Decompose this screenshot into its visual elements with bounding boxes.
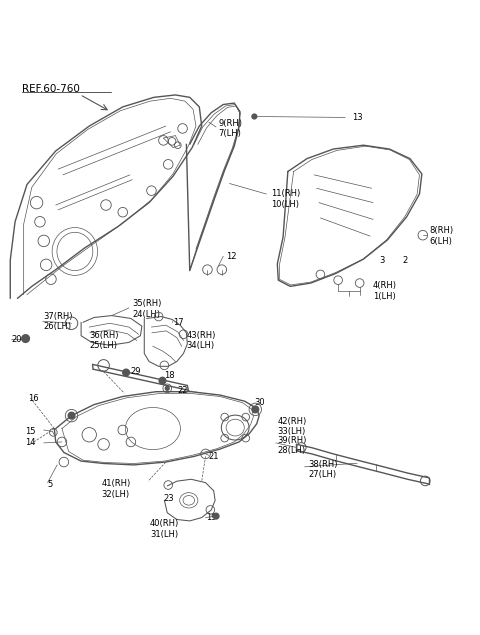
Text: 40(RH)
31(LH): 40(RH) 31(LH)	[150, 519, 179, 538]
Text: 4(RH)
1(LH): 4(RH) 1(LH)	[373, 281, 397, 301]
Text: 3: 3	[379, 255, 384, 265]
Text: 19: 19	[206, 513, 217, 522]
Text: 29: 29	[131, 366, 142, 376]
Text: 9(RH)
7(LH): 9(RH) 7(LH)	[218, 119, 242, 138]
Text: 37(RH)
26(LH): 37(RH) 26(LH)	[44, 312, 73, 331]
Text: 18: 18	[164, 371, 175, 380]
Text: 13: 13	[352, 113, 363, 122]
Circle shape	[252, 406, 259, 413]
Text: 17: 17	[173, 318, 184, 327]
Text: 11(RH)
10(LH): 11(RH) 10(LH)	[271, 189, 300, 208]
Circle shape	[22, 335, 29, 342]
Text: 43(RH)
34(LH): 43(RH) 34(LH)	[186, 331, 216, 350]
Circle shape	[252, 114, 257, 119]
Circle shape	[123, 369, 130, 376]
Text: REF.60-760: REF.60-760	[22, 84, 80, 94]
Text: 14: 14	[25, 438, 36, 448]
Text: 41(RH)
32(LH): 41(RH) 32(LH)	[101, 479, 131, 498]
Text: 36(RH)
25(LH): 36(RH) 25(LH)	[89, 331, 119, 350]
Text: 39(RH)
28(LH): 39(RH) 28(LH)	[277, 436, 307, 455]
Text: 30: 30	[254, 398, 265, 407]
Circle shape	[165, 387, 169, 391]
Text: 35(RH)
24(LH): 35(RH) 24(LH)	[132, 299, 162, 319]
Text: 23: 23	[163, 494, 174, 503]
Circle shape	[68, 412, 75, 419]
Text: 42(RH)
33(LH): 42(RH) 33(LH)	[277, 417, 307, 436]
Circle shape	[159, 377, 166, 384]
Text: 15: 15	[25, 427, 36, 436]
Text: 8(RH)
6(LH): 8(RH) 6(LH)	[429, 227, 453, 246]
Text: 20: 20	[11, 335, 22, 344]
Circle shape	[213, 513, 219, 519]
Text: 12: 12	[226, 251, 236, 261]
Text: 38(RH)
27(LH): 38(RH) 27(LH)	[308, 460, 337, 479]
Text: 22: 22	[178, 385, 188, 395]
Text: 2: 2	[403, 255, 408, 265]
Text: 21: 21	[209, 451, 219, 461]
Text: 5: 5	[48, 479, 53, 488]
Text: 16: 16	[28, 394, 39, 403]
